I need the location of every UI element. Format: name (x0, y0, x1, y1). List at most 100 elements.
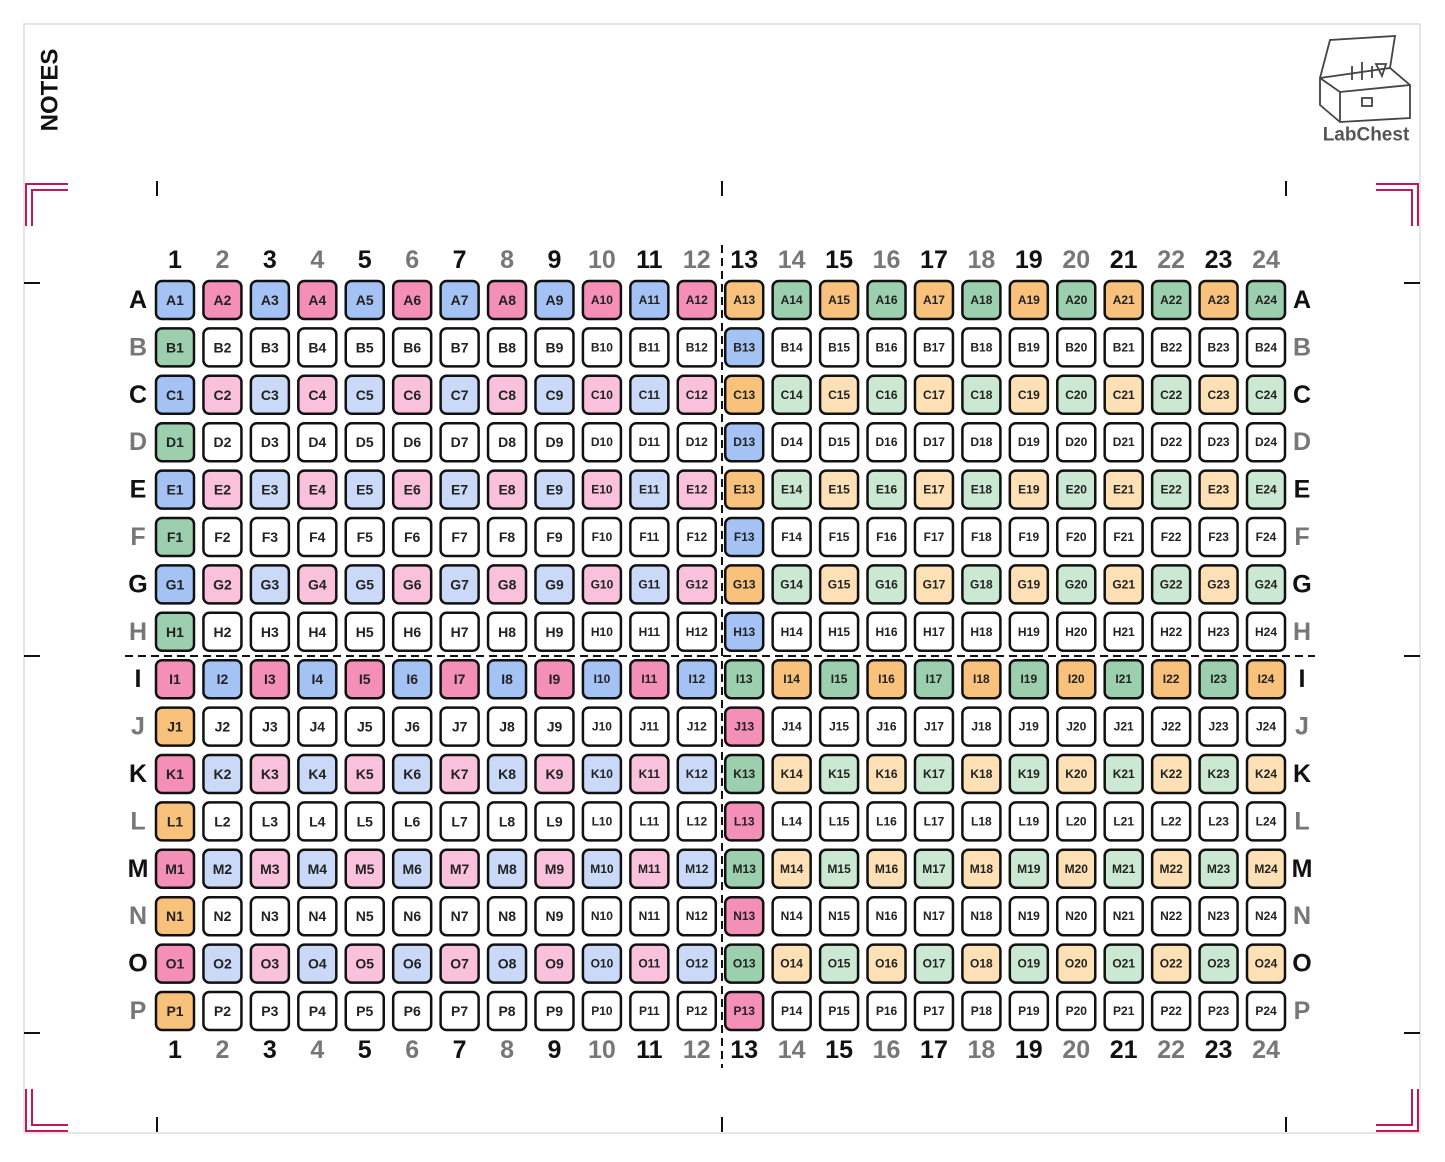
well-label: H15 (828, 625, 850, 639)
well (1150, 421, 1192, 463)
well-label: G10 (591, 577, 614, 591)
well-label: K20 (1065, 767, 1087, 781)
well (534, 327, 575, 368)
well-label: K11 (639, 767, 661, 781)
well-label: I2 (217, 671, 229, 687)
well-label: E6 (404, 482, 421, 498)
well (391, 895, 433, 937)
well (202, 516, 243, 558)
well (818, 753, 860, 795)
well (154, 564, 196, 605)
row-label: I (135, 665, 142, 693)
well-label: N23 (1208, 909, 1230, 923)
well (344, 611, 385, 653)
well-label: I6 (406, 671, 418, 687)
column-label: 21 (1110, 1036, 1138, 1064)
well-label: L3 (262, 813, 279, 829)
well-label: C24 (1255, 388, 1277, 402)
well-label: L19 (1018, 814, 1039, 828)
well (1198, 753, 1239, 795)
well (486, 895, 528, 937)
well (581, 658, 623, 700)
well-label: N12 (686, 909, 708, 923)
well-label: K7 (451, 766, 469, 782)
row-label: A (129, 286, 147, 314)
column-label: 17 (920, 1036, 948, 1064)
well (249, 895, 291, 937)
well (913, 706, 955, 747)
well-label: M9 (545, 861, 565, 877)
well-label: H4 (308, 624, 326, 640)
well (581, 990, 623, 1032)
well-label: M10 (590, 862, 614, 876)
well-label: A9 (546, 292, 564, 308)
well (1198, 990, 1239, 1032)
well (297, 848, 338, 890)
well (1198, 374, 1239, 416)
row-label: H (129, 618, 147, 646)
column-label: 3 (263, 1036, 277, 1064)
well (486, 658, 528, 700)
column-label: 17 (920, 246, 948, 274)
well-label: P17 (923, 1004, 945, 1018)
well (249, 658, 291, 700)
well-label: L10 (592, 814, 613, 828)
well (913, 327, 955, 368)
well (676, 279, 718, 321)
well-label: A1 (166, 292, 184, 308)
well (961, 327, 1002, 368)
well (771, 469, 812, 510)
well-label: G22 (1160, 577, 1183, 591)
column-label: 9 (548, 1036, 562, 1064)
well-label: J13 (734, 720, 754, 734)
well (866, 943, 907, 984)
well (1008, 658, 1050, 700)
well-label: M19 (1017, 862, 1041, 876)
well-label: J7 (452, 719, 468, 735)
well (297, 421, 338, 463)
well-label: B13 (733, 340, 755, 354)
well (1198, 279, 1239, 321)
well (1008, 564, 1050, 605)
well (486, 611, 528, 653)
well (297, 895, 338, 937)
well (723, 469, 765, 510)
well-label: H21 (1113, 625, 1135, 639)
well (818, 564, 860, 605)
well-label: E15 (828, 483, 850, 497)
well (154, 706, 196, 747)
well (771, 753, 812, 795)
well-label: O3 (261, 956, 280, 972)
well (913, 990, 955, 1032)
well (154, 753, 196, 795)
well (1245, 990, 1287, 1032)
well-label: P15 (828, 1004, 850, 1018)
well (344, 469, 385, 510)
well (676, 564, 718, 605)
well-label: D19 (1018, 435, 1040, 449)
well (297, 753, 338, 795)
well (202, 374, 243, 416)
well (1150, 706, 1192, 747)
well (629, 469, 670, 510)
well (1103, 658, 1144, 700)
well-label: G8 (498, 576, 517, 592)
well (1150, 564, 1192, 605)
well (534, 564, 575, 605)
well-label: F16 (876, 530, 897, 544)
well (1198, 706, 1239, 747)
well-label: C8 (498, 387, 516, 403)
well (439, 848, 480, 890)
well (1245, 279, 1287, 321)
well-label: L18 (971, 814, 992, 828)
well (154, 895, 196, 937)
well-label: I14 (783, 672, 800, 686)
well-label: L14 (781, 814, 802, 828)
well (1198, 801, 1239, 842)
well-label: B18 (970, 340, 992, 354)
well (913, 374, 955, 416)
well-label: D6 (403, 434, 421, 450)
well-label: G21 (1112, 577, 1135, 591)
well-label: N1 (166, 908, 184, 924)
well-label: O5 (355, 956, 374, 972)
